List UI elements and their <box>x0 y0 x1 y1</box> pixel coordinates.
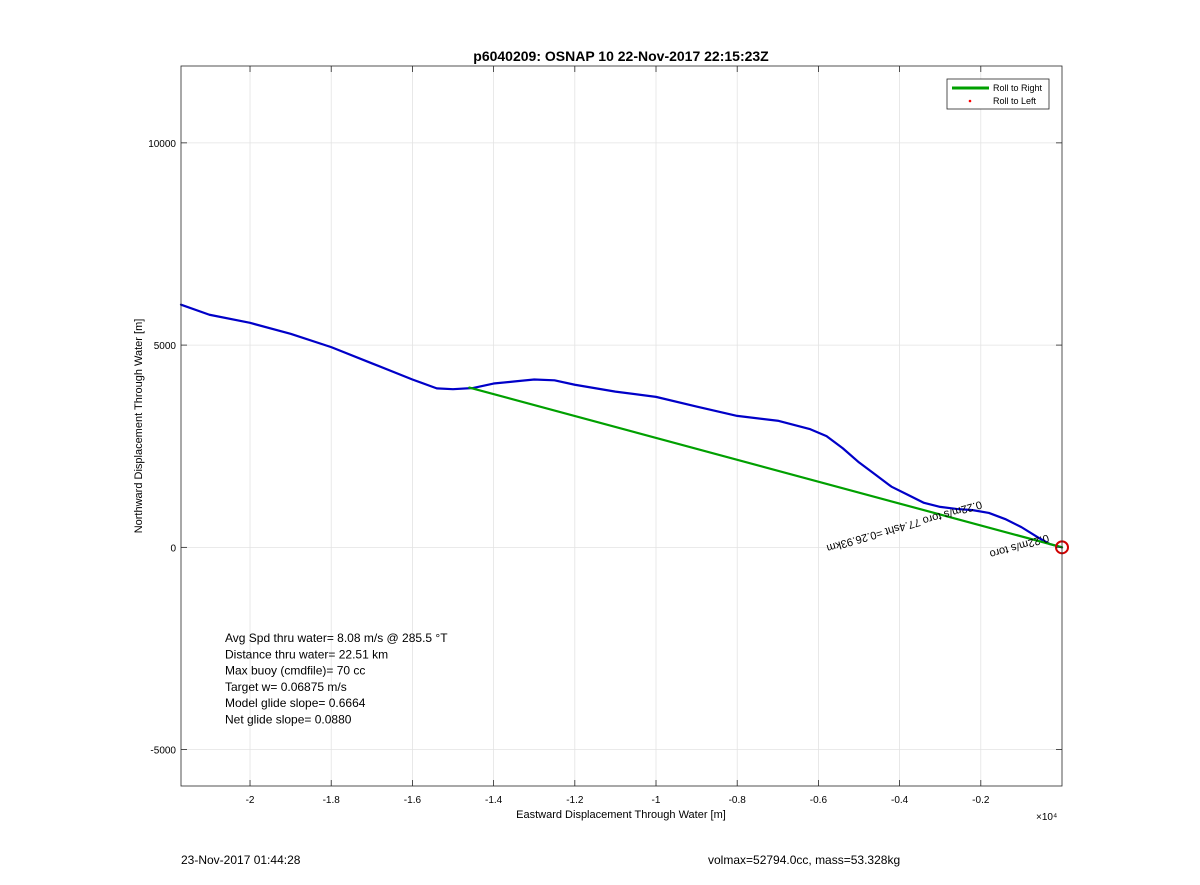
stats-annotation: Distance thru water= 22.51 km <box>225 647 388 661</box>
y-tick-label: -5000 <box>150 746 176 757</box>
x-tick-label: -0.4 <box>891 795 909 806</box>
x-tick-label: -0.2 <box>972 795 990 806</box>
x-tick-label: -1.2 <box>566 795 584 806</box>
grid <box>181 66 1062 786</box>
annotations: Avg Spd thru water= 8.08 m/s @ 285.5 °T D… <box>225 631 448 727</box>
stats-annotation: Net glide slope= 0.0880 <box>225 713 352 727</box>
y-tick-label: 5000 <box>154 341 177 352</box>
x-tick-label: -0.6 <box>810 795 828 806</box>
plot-area <box>181 66 1062 786</box>
x-tick-label: -0.8 <box>729 795 747 806</box>
y-axis-label: Northward Displacement Through Water [m] <box>133 319 145 534</box>
legend-label-roll-left: Roll to Left <box>993 96 1037 106</box>
x-tick-label: -1.6 <box>404 795 422 806</box>
y-tick-label: 10000 <box>148 139 176 150</box>
ticks: -2 -1.8 -1.6 -1.4 -1.2 -1 -0.8 -0.6 -0.4 -0.2 -500… <box>148 66 1062 806</box>
x-tick-label: -1 <box>652 795 661 806</box>
x-axis-exponent: ×10⁴ <box>1036 812 1057 823</box>
series-line-blue-track <box>179 303 1064 549</box>
stats-annotation: Max buoy (cmdfile)= 70 cc <box>225 664 365 678</box>
footer-info: volmax=52794.0cc, mass=53.328kg <box>708 853 901 867</box>
legend-box <box>946 78 1050 110</box>
x-tick-label: -1.4 <box>485 795 503 806</box>
x-axis-label: Eastward Displacement Through Water [m] <box>516 809 726 821</box>
stats-annotation: Model glide slope= 0.6664 <box>225 696 366 710</box>
legend-swatch-roll-left <box>968 99 972 103</box>
x-tick-label: -1.8 <box>323 795 341 806</box>
series-layer <box>179 303 1064 549</box>
legend: Roll to Right Roll to Left <box>946 78 1050 110</box>
y-tick-label: 0 <box>170 543 176 554</box>
x-tick-label: -2 <box>246 795 255 806</box>
chart-title: p6040209: OSNAP 10 22-Nov-2017 22:15:23Z <box>473 48 769 64</box>
series-line-green-segment <box>468 386 1064 549</box>
plot-frame <box>180 65 1063 787</box>
stats-annotation: Avg Spd thru water= 8.08 m/s @ 285.5 °T <box>225 631 448 645</box>
legend-label-roll-right: Roll to Right <box>993 83 1043 93</box>
stats-annotation: Target w= 0.06875 m/s <box>225 680 347 694</box>
footer-timestamp: 23-Nov-2017 01:44:28 <box>181 853 301 867</box>
